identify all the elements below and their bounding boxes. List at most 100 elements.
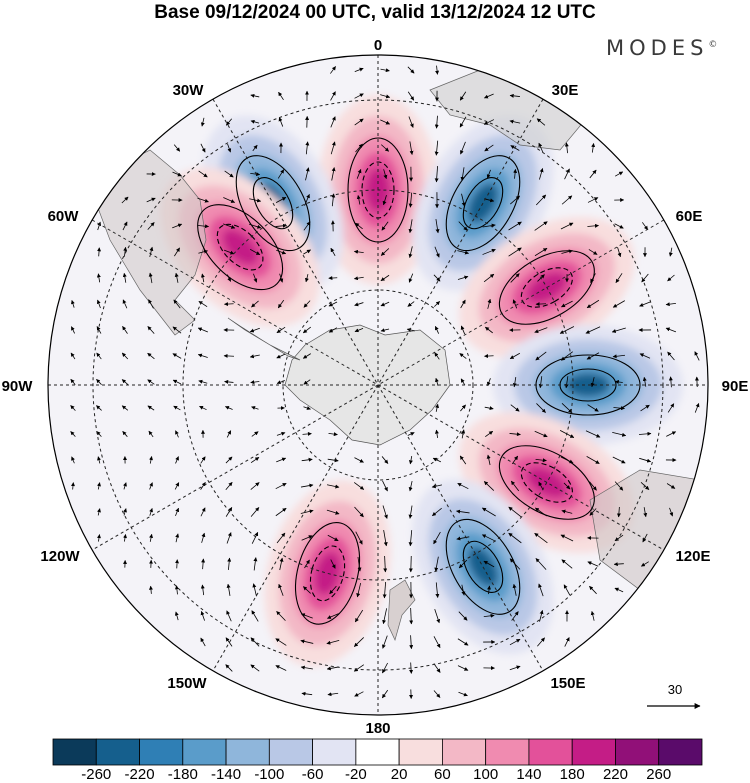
antarctic-peninsula (227, 317, 301, 361)
colorbar-swatch (398, 738, 443, 766)
wind-vector (483, 560, 495, 568)
wind-vector (148, 272, 153, 284)
colorbar-tick-label: 20 (391, 766, 408, 783)
colorbar-tick-label: -260 (81, 766, 111, 783)
wind-vector (536, 118, 546, 126)
wind-vector (251, 406, 259, 410)
wind-vector (408, 456, 413, 465)
lon-label-120w: 120W (40, 548, 80, 565)
contour-line (295, 521, 361, 625)
wind-vector (383, 530, 388, 547)
wind-vector (225, 406, 233, 410)
wind-vector (513, 168, 518, 179)
wind-vector (408, 530, 413, 547)
wind-vector (483, 481, 495, 491)
colorbar-tick-label: 260 (646, 766, 671, 783)
colorbar-tick-label: -100 (254, 766, 284, 783)
wind-vector (279, 557, 284, 571)
wind-vector (250, 637, 260, 647)
wind-vector (253, 557, 258, 571)
wind-vector (509, 638, 521, 646)
wind-vector (458, 221, 468, 231)
wind-vector (275, 482, 287, 490)
wind-vector (275, 507, 287, 517)
wind-vector (535, 558, 547, 570)
wind-vector (354, 93, 364, 99)
wind-vector (481, 534, 496, 542)
wind-vector (354, 637, 364, 647)
wind-vector (70, 431, 76, 437)
wind-vector (253, 273, 258, 283)
wind-vector (508, 532, 522, 544)
wind-vector (148, 430, 154, 438)
wind-vector (538, 376, 543, 389)
wind-vector (356, 194, 361, 205)
wind-vector (250, 664, 260, 672)
wind-vector (588, 249, 598, 255)
wind-vector (508, 506, 522, 518)
contour-line (309, 545, 346, 602)
wind-vector (249, 327, 260, 333)
wind-vector (614, 379, 623, 384)
wind-vector (122, 299, 128, 309)
colorbar-tick-label: -60 (302, 766, 324, 783)
wind-vector (483, 119, 495, 125)
wind-vector (328, 327, 338, 333)
wind-vector (149, 456, 153, 464)
wind-vector (225, 507, 233, 517)
wind-vector (380, 301, 390, 307)
wind-vector (123, 508, 127, 516)
wind-vector (357, 556, 362, 572)
wind-vector (560, 222, 574, 230)
modes-logo: MODES© (606, 36, 717, 60)
wind-vector (561, 300, 573, 308)
anomaly-level (222, 229, 258, 265)
wind-vector (667, 403, 675, 413)
wind-vector (457, 275, 469, 280)
wind-vector (407, 301, 415, 307)
wind-vector (382, 195, 387, 206)
wind-vector (408, 480, 413, 492)
wind-vector (458, 559, 468, 569)
wind-vector (201, 558, 206, 570)
wind-vector (432, 507, 442, 517)
wind-vector (353, 249, 364, 254)
contour-line (197, 204, 284, 291)
wind-vector (175, 533, 180, 543)
wind-vector (512, 583, 517, 596)
wind-vector (249, 354, 260, 359)
wind-vector (406, 327, 415, 332)
wind-vector (147, 379, 155, 385)
wind-vector (611, 327, 626, 333)
wind-vector (456, 536, 470, 541)
wind-vector (460, 141, 466, 155)
wind-vector (460, 378, 466, 386)
wind-vector (590, 610, 595, 621)
wind-vector (407, 432, 415, 436)
wind-vector (330, 66, 336, 74)
colorbar-tick-label: 140 (516, 766, 541, 783)
colorbar-swatch (528, 738, 573, 766)
wind-vector (433, 274, 441, 282)
wind-vector (383, 555, 388, 573)
wind-vector (639, 301, 651, 307)
wind-vector (534, 507, 547, 517)
wind-vector (97, 482, 101, 490)
wind-vector (330, 141, 336, 155)
wind-vector (587, 197, 599, 203)
wind-vector (96, 379, 102, 385)
wind-vector (354, 328, 364, 333)
wind-vector (380, 119, 391, 125)
wind-vector (408, 219, 413, 234)
wind-vector (226, 274, 232, 282)
wind-vector (249, 198, 262, 203)
logo-text: MODES (606, 36, 709, 60)
wind-vector (459, 353, 467, 359)
wind-vector (300, 665, 313, 670)
wind-vector (251, 610, 259, 622)
wind-vector (380, 328, 390, 333)
wind-vector (510, 404, 520, 412)
wind-vector (251, 300, 259, 308)
wind-vector (331, 167, 336, 181)
wind-vector (668, 247, 673, 257)
